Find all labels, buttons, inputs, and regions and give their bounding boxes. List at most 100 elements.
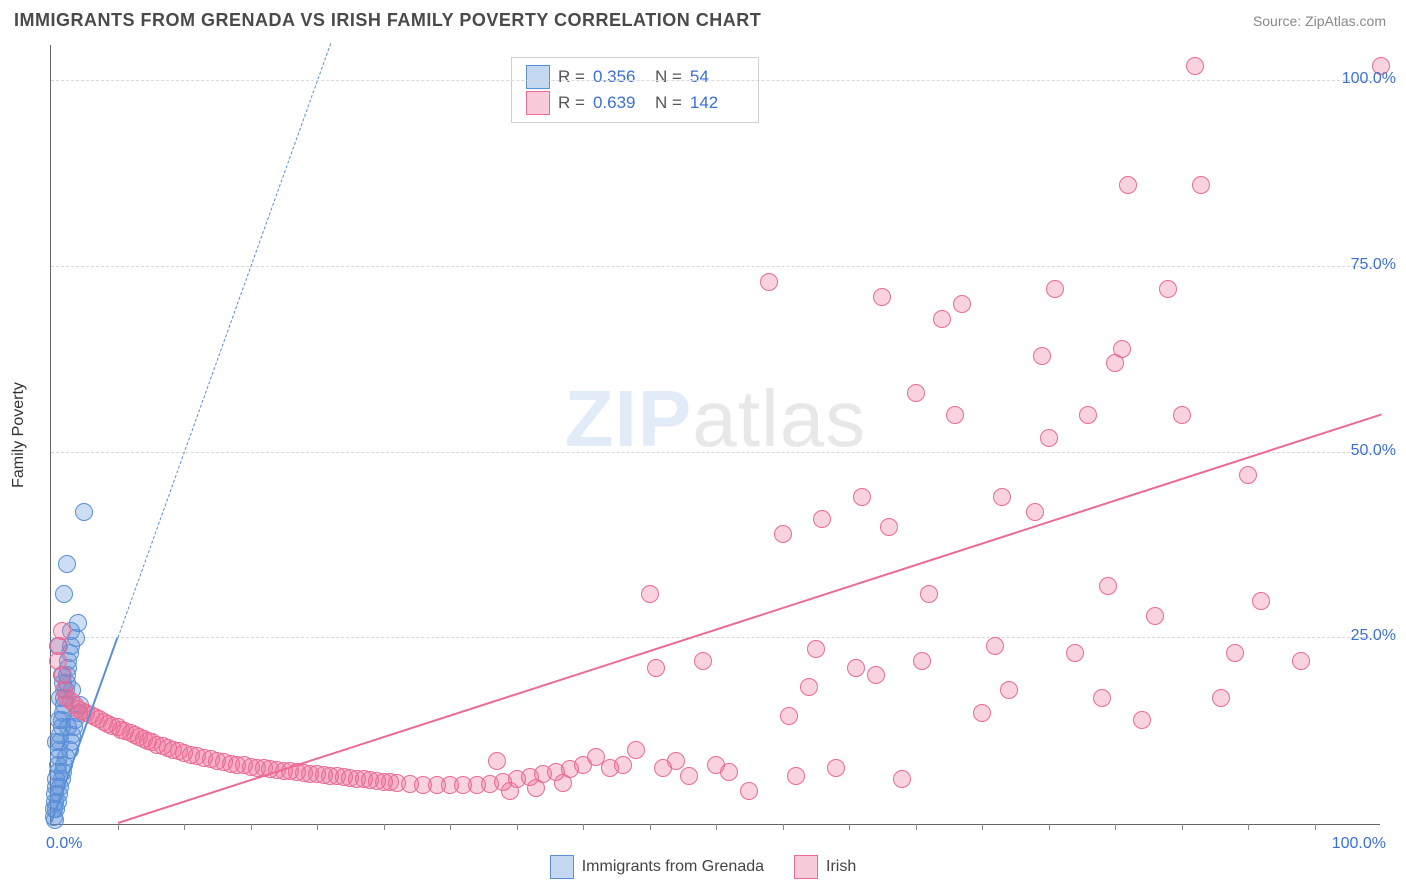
r-value-irish: 0.639 <box>593 90 647 116</box>
legend-label-grenada: Immigrants from Grenada <box>582 858 764 876</box>
data-point <box>807 640 825 658</box>
data-point <box>827 759 845 777</box>
x-tick <box>118 824 119 830</box>
x-tick-end: 100.0% <box>1332 835 1386 853</box>
data-point <box>1159 280 1177 298</box>
data-point <box>973 704 991 722</box>
data-point <box>69 614 87 632</box>
data-point <box>853 488 871 506</box>
data-point <box>627 741 645 759</box>
data-point <box>1033 347 1051 365</box>
data-point <box>953 295 971 313</box>
data-point <box>1040 429 1058 447</box>
chart-header: IMMIGRANTS FROM GRENADA VS IRISH FAMILY … <box>0 0 1406 35</box>
data-point <box>847 659 865 677</box>
data-point <box>501 782 519 800</box>
data-point <box>1133 711 1151 729</box>
data-point <box>780 707 798 725</box>
chart-title: IMMIGRANTS FROM GRENADA VS IRISH FAMILY … <box>14 10 761 31</box>
x-tick-start: 0.0% <box>46 835 82 853</box>
data-point <box>986 637 1004 655</box>
y-tick-label: 50.0% <box>1351 442 1396 460</box>
n-value-grenada: 54 <box>690 64 744 90</box>
x-tick <box>384 824 385 830</box>
data-point <box>1252 592 1270 610</box>
grid-line <box>51 637 1380 638</box>
plot-area: ZIPatlas R = 0.356 N = 54 R = 0.639 N = … <box>50 45 1380 825</box>
swatch-grenada <box>550 855 574 879</box>
data-point <box>1146 607 1164 625</box>
trend-line <box>117 43 331 638</box>
data-point <box>1079 406 1097 424</box>
data-point <box>913 652 931 670</box>
data-point <box>1066 644 1084 662</box>
grid-line <box>51 80 1380 81</box>
x-tick <box>251 824 252 830</box>
watermark-atlas: atlas <box>692 374 866 463</box>
n-label: N = <box>655 90 682 116</box>
stats-legend: R = 0.356 N = 54 R = 0.639 N = 142 <box>511 57 759 123</box>
x-tick <box>982 824 983 830</box>
x-tick <box>1182 824 1183 830</box>
data-point <box>1212 689 1230 707</box>
data-point <box>1113 340 1131 358</box>
y-tick-label: 25.0% <box>1351 627 1396 645</box>
x-tick <box>583 824 584 830</box>
data-point <box>641 585 659 603</box>
data-point <box>614 756 632 774</box>
data-point <box>1099 577 1117 595</box>
data-point <box>1239 466 1257 484</box>
x-tick <box>916 824 917 830</box>
data-point <box>907 384 925 402</box>
data-point <box>488 752 506 770</box>
data-point <box>920 585 938 603</box>
data-point <box>1226 644 1244 662</box>
stats-row-grenada: R = 0.356 N = 54 <box>526 64 744 90</box>
data-point <box>1173 406 1191 424</box>
data-point <box>1026 503 1044 521</box>
r-value-grenada: 0.356 <box>593 64 647 90</box>
data-point <box>1186 57 1204 75</box>
trend-line <box>117 413 1381 823</box>
data-point <box>647 659 665 677</box>
data-point <box>667 752 685 770</box>
r-label: R = <box>558 90 585 116</box>
data-point <box>993 488 1011 506</box>
data-point <box>1292 652 1310 670</box>
data-point <box>720 763 738 781</box>
data-point <box>55 585 73 603</box>
data-point <box>867 666 885 684</box>
legend-item-grenada: Immigrants from Grenada <box>550 855 764 879</box>
swatch-irish <box>526 91 550 115</box>
x-tick <box>184 824 185 830</box>
data-point <box>1192 176 1210 194</box>
data-point <box>873 288 891 306</box>
x-tick <box>650 824 651 830</box>
x-tick <box>517 824 518 830</box>
x-tick <box>783 824 784 830</box>
data-point <box>893 770 911 788</box>
grid-line <box>51 452 1380 453</box>
x-tick <box>716 824 717 830</box>
data-point <box>800 678 818 696</box>
data-point <box>880 518 898 536</box>
swatch-grenada <box>526 65 550 89</box>
n-label: N = <box>655 64 682 90</box>
data-point <box>813 510 831 528</box>
data-point <box>680 767 698 785</box>
data-point <box>694 652 712 670</box>
data-point <box>75 503 93 521</box>
x-tick <box>1315 824 1316 830</box>
x-tick <box>317 824 318 830</box>
y-tick-label: 75.0% <box>1351 256 1396 274</box>
data-point <box>787 767 805 785</box>
data-point <box>527 779 545 797</box>
data-point <box>774 525 792 543</box>
data-point <box>1093 689 1111 707</box>
r-label: R = <box>558 64 585 90</box>
data-point <box>50 711 68 729</box>
x-tick <box>1049 824 1050 830</box>
data-point <box>946 406 964 424</box>
y-tick-label: 100.0% <box>1342 70 1396 88</box>
data-point <box>58 555 76 573</box>
